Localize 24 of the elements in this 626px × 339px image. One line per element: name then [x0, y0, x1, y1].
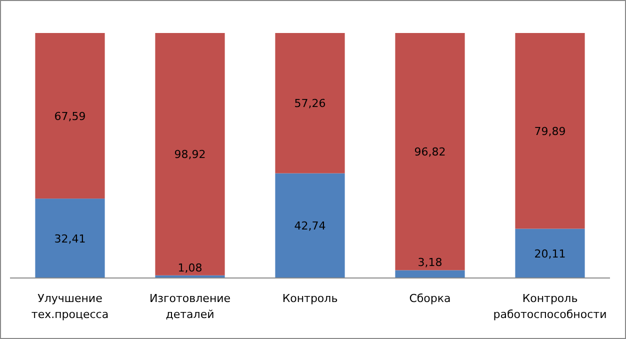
x-tick-label: Сборка: [409, 292, 451, 305]
bar: [155, 33, 225, 276]
data-label: 79,89: [534, 124, 566, 138]
bar: [395, 270, 465, 278]
bar: [515, 228, 585, 278]
data-label: 1,08: [178, 261, 202, 274]
data-label: 96,82: [414, 146, 446, 159]
bar: [275, 33, 345, 174]
x-tick-label: Контроль: [282, 292, 338, 305]
data-label: 67,59: [54, 110, 86, 123]
bar: [35, 33, 105, 199]
data-label: 98,92: [174, 148, 206, 162]
bar: [395, 33, 465, 270]
x-tick-label: Контроль работоспособности: [493, 292, 607, 321]
bar: [35, 198, 105, 278]
data-label: 3,18: [418, 256, 442, 270]
x-tick-label: Изготовление деталей: [149, 292, 231, 321]
data-label: 42,74: [294, 220, 326, 233]
x-tick-label: Улучшение тех.процесса: [31, 292, 109, 321]
data-label: 57,26: [294, 97, 326, 110]
bar: [275, 173, 345, 278]
data-label: 20,11: [534, 247, 566, 260]
data-label: 32,41: [54, 232, 86, 246]
bar: [515, 33, 585, 229]
